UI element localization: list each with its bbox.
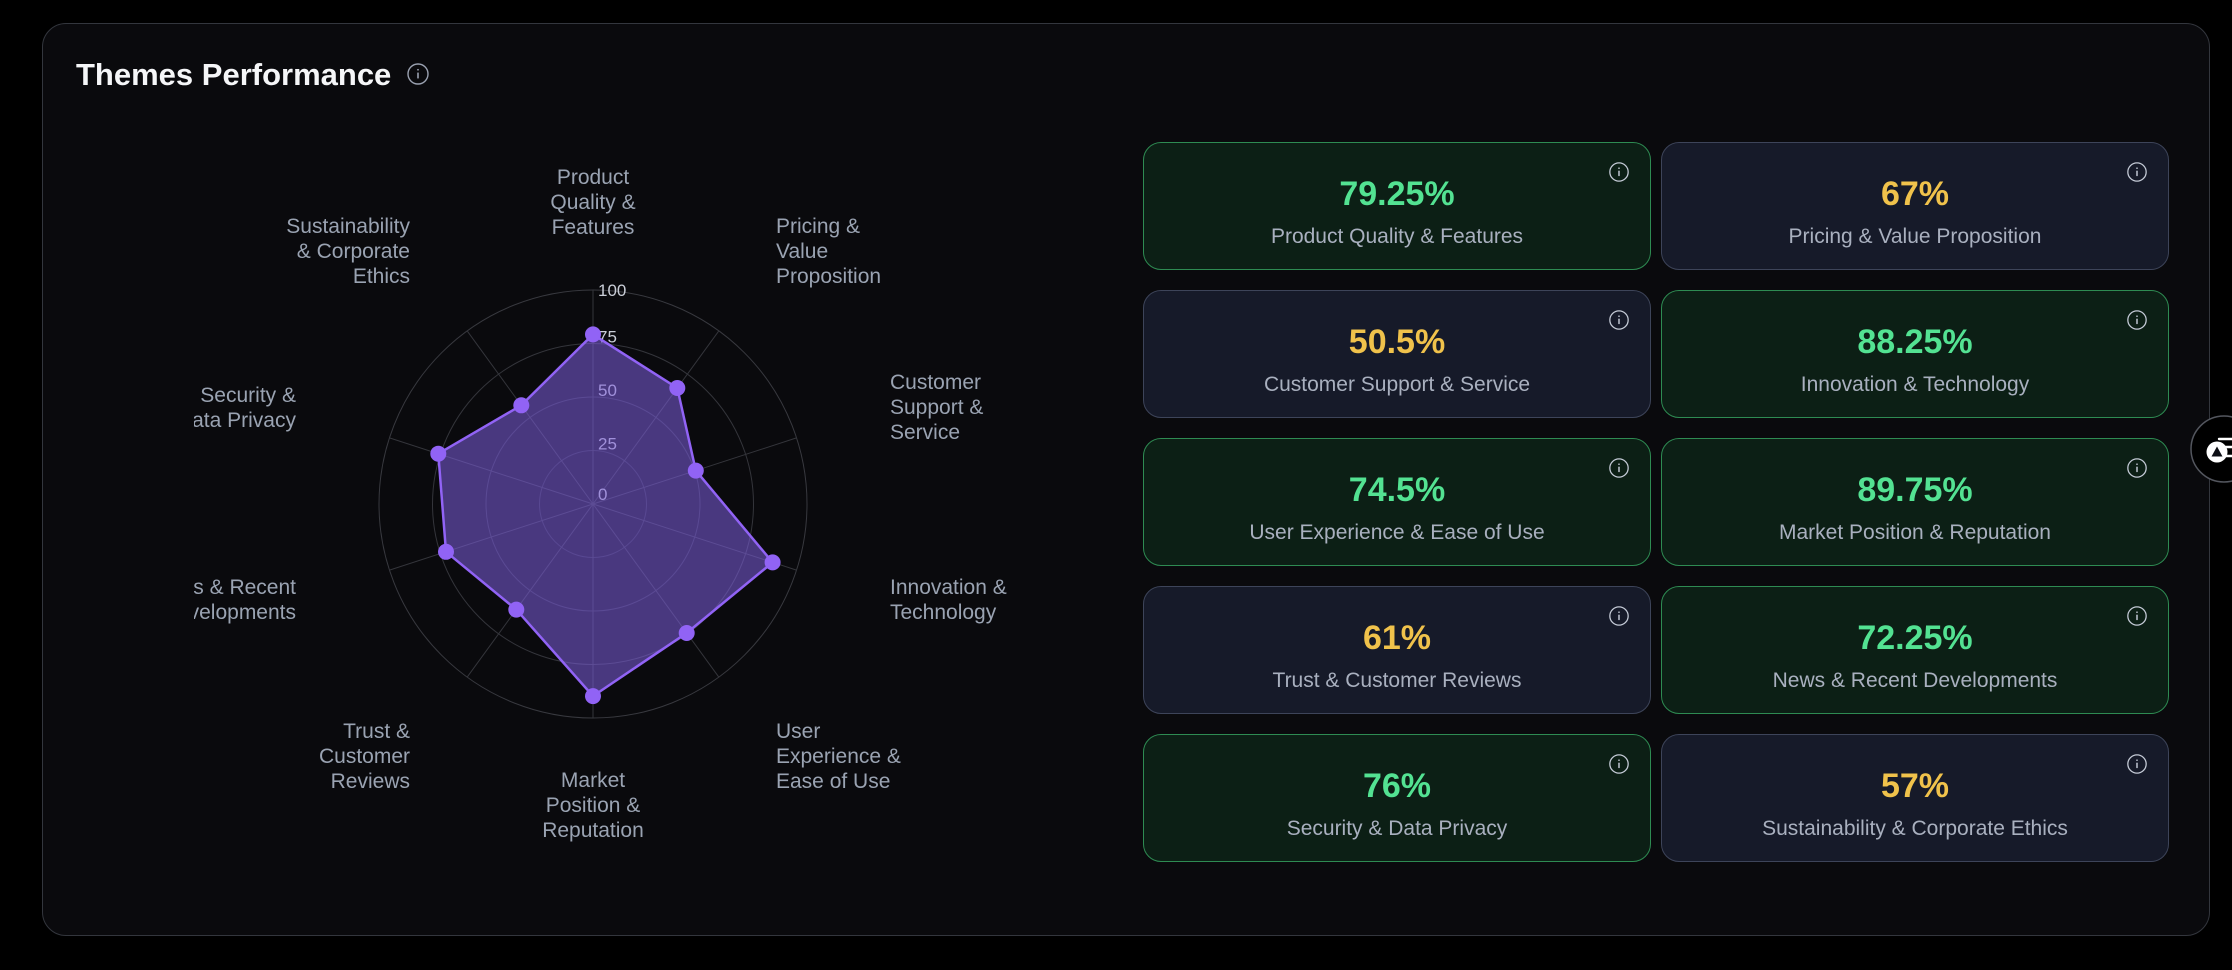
svg-text:100: 100 bbox=[598, 281, 626, 300]
